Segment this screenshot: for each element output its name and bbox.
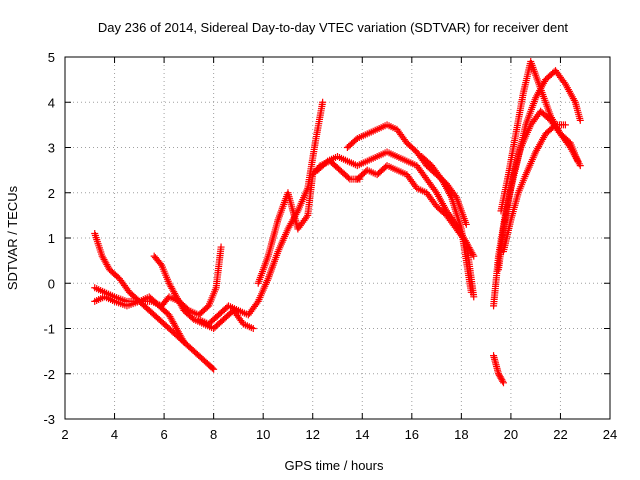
- y-tick-label: 0: [48, 276, 55, 291]
- y-tick-label: 2: [48, 186, 55, 201]
- data-point: [431, 187, 439, 195]
- series-track-i: [353, 162, 478, 260]
- data-point: [497, 374, 505, 382]
- data-point: [561, 121, 569, 129]
- data-point: [208, 364, 216, 372]
- data-point: [560, 78, 568, 86]
- y-axis-label: SDTVAR / TECUs: [5, 185, 20, 290]
- data-point: [467, 288, 475, 296]
- series-track-n: [497, 58, 584, 215]
- y-tick-label: -1: [43, 322, 55, 337]
- x-tick-label: 20: [504, 427, 518, 442]
- data-point: [495, 370, 503, 378]
- x-tick-label: 16: [405, 427, 419, 442]
- data-point: [179, 336, 187, 344]
- series-track-c: [91, 293, 188, 346]
- x-tick-label: 24: [603, 427, 617, 442]
- data-point: [550, 122, 558, 130]
- series-track-k: [490, 352, 507, 387]
- data-point: [210, 365, 218, 373]
- series-track-d: [150, 252, 257, 332]
- x-tick-label: 6: [160, 427, 167, 442]
- marks: [91, 58, 584, 387]
- data-point: [499, 379, 507, 387]
- series-track-j: [418, 153, 475, 296]
- x-tick-label: 12: [305, 427, 319, 442]
- x-tick-label: 22: [553, 427, 567, 442]
- data-point: [576, 162, 584, 170]
- y-tick-label: 5: [48, 50, 55, 65]
- y-tick-label: -2: [43, 367, 55, 382]
- data-point: [217, 243, 225, 251]
- chart-title: Day 236 of 2014, Sidereal Day-to-day VTE…: [98, 20, 569, 35]
- x-tick-label: 18: [454, 427, 468, 442]
- data-point: [249, 325, 257, 332]
- x-tick-label: 2: [61, 427, 68, 442]
- x-tick-label: 8: [210, 427, 217, 442]
- y-tick-label: 4: [48, 95, 55, 110]
- data-point: [498, 376, 506, 384]
- data-point: [436, 173, 444, 181]
- data-point: [319, 98, 327, 106]
- data-point: [462, 220, 470, 228]
- x-tick-label: 14: [355, 427, 369, 442]
- y-tick-label: 3: [48, 141, 55, 156]
- data-point: [470, 252, 478, 260]
- y-tick-label: -3: [43, 412, 55, 427]
- data-point: [499, 377, 507, 385]
- x-axis-label: GPS time / hours: [285, 458, 384, 473]
- data-point: [495, 371, 503, 379]
- data-point: [344, 174, 352, 182]
- series-track-m: [495, 67, 584, 274]
- x-tick-label: 10: [256, 427, 270, 442]
- data-point: [469, 250, 477, 258]
- data-point: [496, 373, 504, 381]
- data-point: [156, 260, 164, 268]
- series-track-o: [499, 121, 569, 256]
- data-point: [565, 142, 573, 150]
- data-point: [470, 293, 478, 301]
- y-tick-label: 1: [48, 231, 55, 246]
- data-point: [303, 213, 311, 221]
- data-point: [576, 116, 584, 124]
- x-tick-label: 4: [111, 427, 118, 442]
- series-track-e: [195, 98, 327, 328]
- data-point: [180, 338, 188, 346]
- data-point: [253, 299, 261, 307]
